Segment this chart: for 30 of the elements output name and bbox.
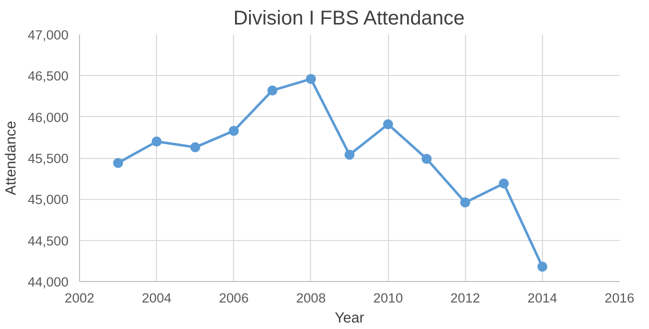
point xyxy=(267,85,278,96)
y-tick-label: 46,500 xyxy=(28,68,68,84)
x-axis-title: Year xyxy=(334,310,364,326)
y-tick-label: 47,000 xyxy=(28,28,68,42)
point xyxy=(498,178,509,189)
x-tick-label: 2002 xyxy=(64,290,94,306)
y-tick-label: 46,000 xyxy=(28,110,68,125)
x-tick-label: 2006 xyxy=(218,290,249,306)
chart-title: Division I FBS Attendance xyxy=(233,8,465,30)
y-tick-label: 45,500 xyxy=(28,151,68,166)
point xyxy=(537,262,548,272)
x-tick-label: 2012 xyxy=(450,290,480,306)
point xyxy=(113,158,124,168)
point xyxy=(383,119,394,130)
point xyxy=(228,126,239,136)
y-axis-title: Attendance xyxy=(4,120,20,196)
point xyxy=(460,197,470,208)
x-tick-label: 2008 xyxy=(296,290,326,306)
y-tick-label: 44,000 xyxy=(28,274,68,290)
point xyxy=(152,136,162,147)
point xyxy=(190,142,200,152)
x-tick-label: 2014 xyxy=(528,290,558,306)
point xyxy=(306,74,316,84)
point xyxy=(422,154,432,164)
point xyxy=(344,150,354,160)
x-tick-label: 2010 xyxy=(373,290,403,306)
x-tick-label: 2004 xyxy=(142,290,172,306)
y-tick-label: 44,500 xyxy=(28,233,68,248)
x-tick-label: 2016 xyxy=(604,290,634,306)
y-tick-label: 45,000 xyxy=(28,192,68,208)
